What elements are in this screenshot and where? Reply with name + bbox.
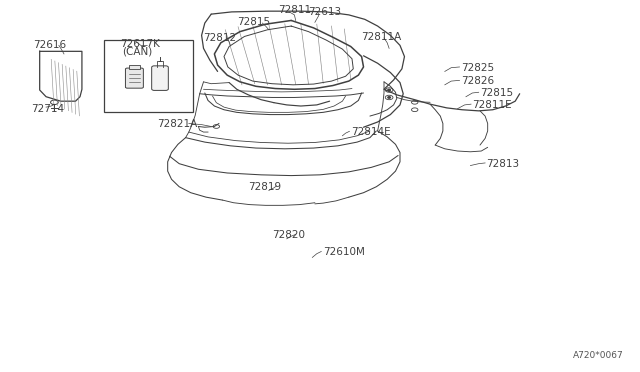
Text: (CAN): (CAN) <box>122 46 152 56</box>
Circle shape <box>388 97 390 98</box>
Text: 72815: 72815 <box>480 88 513 98</box>
Text: 72610M: 72610M <box>323 247 365 257</box>
Text: 72616: 72616 <box>33 40 67 49</box>
Text: 72811A: 72811A <box>362 32 402 42</box>
Bar <box>129 65 140 69</box>
Text: 72821A: 72821A <box>157 119 197 128</box>
Text: 72825: 72825 <box>461 63 494 73</box>
Circle shape <box>388 89 390 91</box>
FancyBboxPatch shape <box>125 68 143 88</box>
Text: 72613: 72613 <box>308 7 342 17</box>
Text: 72815: 72815 <box>237 17 270 27</box>
Text: 72714: 72714 <box>31 104 64 113</box>
Text: 72814E: 72814E <box>351 127 390 137</box>
Text: 72819: 72819 <box>248 182 282 192</box>
Text: 72811: 72811 <box>278 6 312 15</box>
FancyBboxPatch shape <box>152 66 168 90</box>
Text: 72812: 72812 <box>204 33 237 43</box>
Text: 72617K: 72617K <box>120 39 160 49</box>
Text: 72826: 72826 <box>461 76 494 86</box>
Bar <box>104 40 193 112</box>
Text: 72811E: 72811E <box>472 100 512 110</box>
Text: A720*0067: A720*0067 <box>573 351 624 360</box>
Text: 72820: 72820 <box>272 230 305 240</box>
Text: 72813: 72813 <box>486 159 520 169</box>
